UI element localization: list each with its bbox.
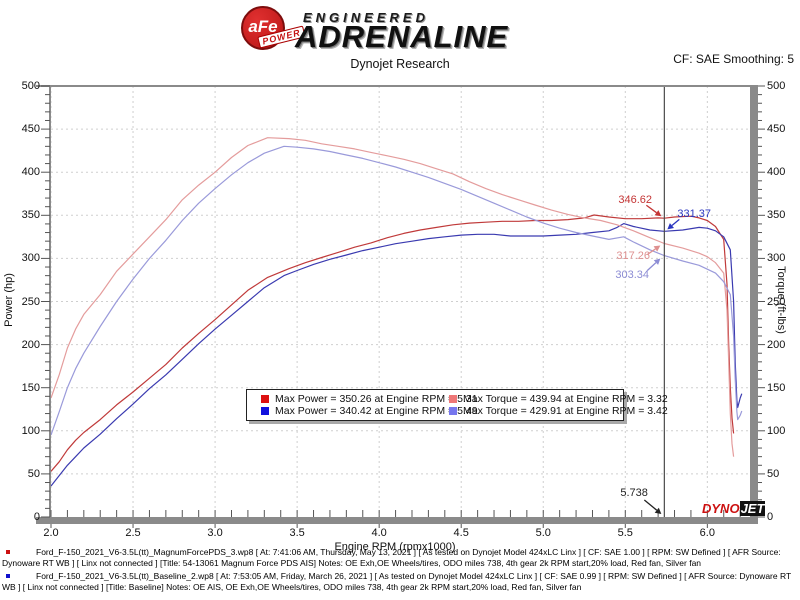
right-axis-tick-label: 400 — [767, 166, 786, 179]
legend-swatch-icon — [449, 395, 457, 403]
curve-torque-magnumforce — [50, 137, 735, 457]
right-axis-tick-label: 50 — [767, 467, 780, 480]
legend-label: Max Power = 340.42 at Engine RPM = 5.49 — [275, 405, 478, 417]
left-axis-tick-label: 200 — [21, 338, 40, 351]
left-axis-tick-label: 350 — [21, 209, 40, 222]
legend-item-power-baseline: Max Power = 340.42 at Engine RPM = 5.49 — [261, 405, 478, 417]
left-axis-tick-label: 500 — [21, 80, 40, 92]
header: aFe POWER ENGINEERED ADRENALINE Dynojet … — [0, 0, 800, 78]
legend-item-power-magnumforce: Max Power = 350.26 at Engine RPM = 5.31 — [261, 393, 478, 405]
right-axis-tick-label: 500 — [767, 80, 786, 92]
legend-swatch-icon — [449, 407, 457, 415]
left-axis-tick-label: 150 — [21, 381, 40, 394]
smoothing-setting: CF: SAE Smoothing: 5 — [673, 52, 794, 66]
right-axis-tick-label: 450 — [767, 123, 786, 136]
curve-power-magnumforce — [50, 214, 735, 472]
dynojet-watermark-dyno: DYNO — [702, 501, 740, 516]
value-annotation: 303.34 — [615, 268, 649, 281]
x-axis-tick-label: 2.0 — [43, 527, 59, 539]
legend-label: Max Torque = 429.91 at Engine RPM = 3.42 — [463, 405, 668, 417]
right-axis-tick-label: 150 — [767, 381, 786, 394]
right-axis-tick-label: 100 — [767, 424, 786, 437]
left-axis-tick-label: 450 — [21, 123, 40, 136]
run-info-text: Ford_F-150_2021_V6-3.5L(tt)_MagnumForceP… — [2, 547, 781, 568]
value-annotation: 331.37 — [677, 208, 711, 221]
run-bullet-icon — [6, 550, 10, 554]
right-axis-tick-label: 350 — [767, 209, 786, 222]
x-axis-title: Engine RPM (rpmx1000) — [334, 541, 456, 553]
right-axis-tick-label: 250 — [767, 295, 786, 308]
legend-swatch-icon — [261, 407, 269, 415]
run-info-line: Ford_F-150_2021_V6-3.5L(tt)_Baseline_2.w… — [2, 571, 798, 593]
left-axis-tick-label: 100 — [21, 424, 40, 437]
dynojet-watermark: DYNOJET — [702, 501, 766, 516]
run-info-text: Ford_F-150_2021_V6-3.5L(tt)_Baseline_2.w… — [2, 571, 791, 592]
run-info-footer: Ford_F-150_2021_V6-3.5L(tt)_MagnumForceP… — [2, 547, 798, 595]
legend-label: Max Power = 350.26 at Engine RPM = 5.31 — [275, 393, 478, 405]
left-axis-tick-label: 400 — [21, 166, 40, 179]
x-axis-tick-label: 5.5 — [617, 527, 633, 539]
afe-logo-text: aFe — [248, 17, 278, 36]
dynojet-watermark-jet: JET — [739, 501, 766, 516]
x-axis-tick-label: 6.0 — [699, 527, 715, 539]
x-axis-tick-label: 4.5 — [453, 527, 469, 539]
x-axis-tick-label: 5.0 — [535, 527, 551, 539]
right-axis-tick-label: 300 — [767, 252, 786, 265]
legend-label: Max Torque = 439.94 at Engine RPM = 3.32 — [463, 393, 668, 405]
legend-item-torque-magnumforce: Max Torque = 439.94 at Engine RPM = 3.32 — [449, 393, 668, 405]
x-axis-tick-label: 2.5 — [125, 527, 141, 539]
right-axis-tick-label: 200 — [767, 338, 786, 351]
x-axis-tick-label: 3.0 — [207, 527, 223, 539]
curve-torque-baseline — [50, 145, 743, 436]
brand-line-adrenaline: ADRENALINE — [295, 19, 509, 54]
value-annotation: 5.738 — [620, 487, 648, 499]
run-info-line: Ford_F-150_2021_V6-3.5L(tt)_MagnumForceP… — [2, 547, 798, 569]
x-axis-tick-label: 3.5 — [289, 527, 305, 539]
right-axis-tick-label: 0 — [767, 511, 774, 523]
legend-box: Max Power = 350.26 at Engine RPM = 5.31 M… — [246, 389, 668, 421]
legend-swatch-icon — [261, 395, 269, 403]
value-annotation: 317.26 — [616, 249, 650, 262]
curve-power-baseline — [50, 223, 743, 487]
brand-line-engineered: ENGINEERED — [303, 10, 429, 25]
legend-item-torque-baseline: Max Torque = 429.91 at Engine RPM = 3.42 — [449, 405, 668, 417]
x-axis-tick-label: 4.0 — [371, 527, 387, 539]
left-axis-tick-label: 250 — [21, 295, 40, 308]
left-axis-tick-label: 50 — [27, 467, 40, 480]
left-axis-tick-label: 0 — [33, 511, 40, 523]
run-bullet-icon — [6, 574, 10, 578]
value-annotation: 346.62 — [618, 194, 652, 207]
left-axis-tick-label: 300 — [21, 252, 40, 265]
page-title: Dynojet Research — [350, 57, 450, 71]
